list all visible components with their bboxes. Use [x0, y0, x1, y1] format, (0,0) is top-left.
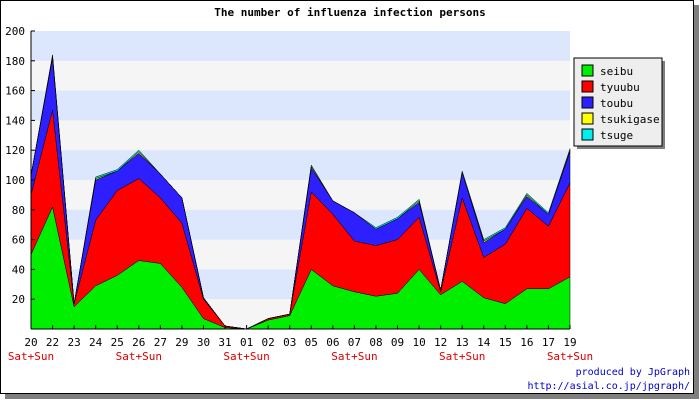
x-tick-label: 10	[412, 336, 425, 349]
x-tick-label: 12	[434, 336, 447, 349]
y-tick-label: 80	[12, 204, 25, 217]
legend-label-tsuge: tsuge	[600, 129, 633, 142]
y-tick-label: 100	[5, 174, 25, 187]
x-tick-label: 16	[520, 336, 533, 349]
legend-swatch-tyuubu	[581, 80, 594, 93]
weekend-label: Sat+Sun	[116, 350, 162, 363]
legend-label-toubu: toubu	[600, 97, 633, 110]
y-tick-label: 40	[12, 263, 25, 276]
x-tick-label: 30	[197, 336, 210, 349]
grid-band	[31, 90, 570, 121]
x-tick-label: 14	[477, 336, 491, 349]
x-tick-label: 02	[262, 336, 275, 349]
weekend-label: Sat+Sun	[331, 350, 377, 363]
weekend-label: Sat+Sun	[547, 350, 593, 363]
x-tick-label: 06	[326, 336, 339, 349]
grid-band	[31, 31, 570, 61]
legend-swatch-seibu	[581, 64, 594, 77]
x-tick-label: 19	[563, 336, 576, 349]
x-tick-label: 29	[175, 336, 188, 349]
x-tick-label: 07	[348, 336, 361, 349]
credit-link[interactable]: http://asial.co.jp/jpgraph/	[527, 381, 690, 392]
y-tick-label: 120	[5, 144, 25, 157]
legend-swatch-tsuge	[581, 128, 594, 141]
stacked-areas	[30, 54, 571, 330]
y-tick-label: 20	[12, 293, 25, 306]
weekend-label: Sat+Sun	[439, 350, 485, 363]
legend: seibu tyuubu toubu tsukigase tsuge	[573, 57, 665, 149]
x-tick-label: 13	[456, 336, 469, 349]
x-tick-label: 31	[218, 336, 231, 349]
weekend-label: Sat+Sun	[8, 350, 54, 363]
x-tick-label: 05	[305, 336, 318, 349]
legend-swatch-tsukigase	[581, 112, 594, 125]
y-tick-label: 160	[5, 85, 25, 98]
x-tick-label: 26	[132, 336, 145, 349]
x-tick-label: 17	[542, 336, 555, 349]
weekend-label: Sat+Sun	[223, 350, 269, 363]
legend-label-seibu: seibu	[600, 65, 633, 78]
credit-line-1: produced by JpGraph	[575, 367, 690, 378]
x-tick-label: 27	[154, 336, 167, 349]
y-tick-label: 60	[12, 234, 25, 247]
x-tick-label: 20	[24, 336, 37, 349]
x-tick-label: 24	[89, 336, 103, 349]
x-tick-label: 22	[46, 336, 59, 349]
axes: 20 40 60 80 100 120 140 160 180 200 20 22 23 24 25 26 27…	[5, 25, 593, 363]
x-tick-label: 03	[283, 336, 296, 349]
chart-title: The number of influenza infection person…	[214, 6, 486, 19]
y-tick-label: 200	[5, 25, 25, 38]
y-tick-label: 140	[5, 114, 25, 127]
y-tick-label: 180	[5, 55, 25, 68]
legend-label-tsukigase: tsukigase	[600, 113, 660, 126]
x-tick-label: 08	[369, 336, 382, 349]
x-tick-label: 09	[391, 336, 404, 349]
x-tick-label: 25	[111, 336, 124, 349]
legend-swatch-toubu	[581, 96, 594, 109]
x-tick-label: 01	[240, 336, 253, 349]
x-tick-label: 15	[499, 336, 512, 349]
x-tick-label: 23	[67, 336, 80, 349]
legend-label-tyuubu: tyuubu	[600, 81, 640, 94]
credit: produced by JpGraph http://asial.co.jp/j…	[527, 366, 690, 394]
area-tsuge	[30, 54, 571, 330]
